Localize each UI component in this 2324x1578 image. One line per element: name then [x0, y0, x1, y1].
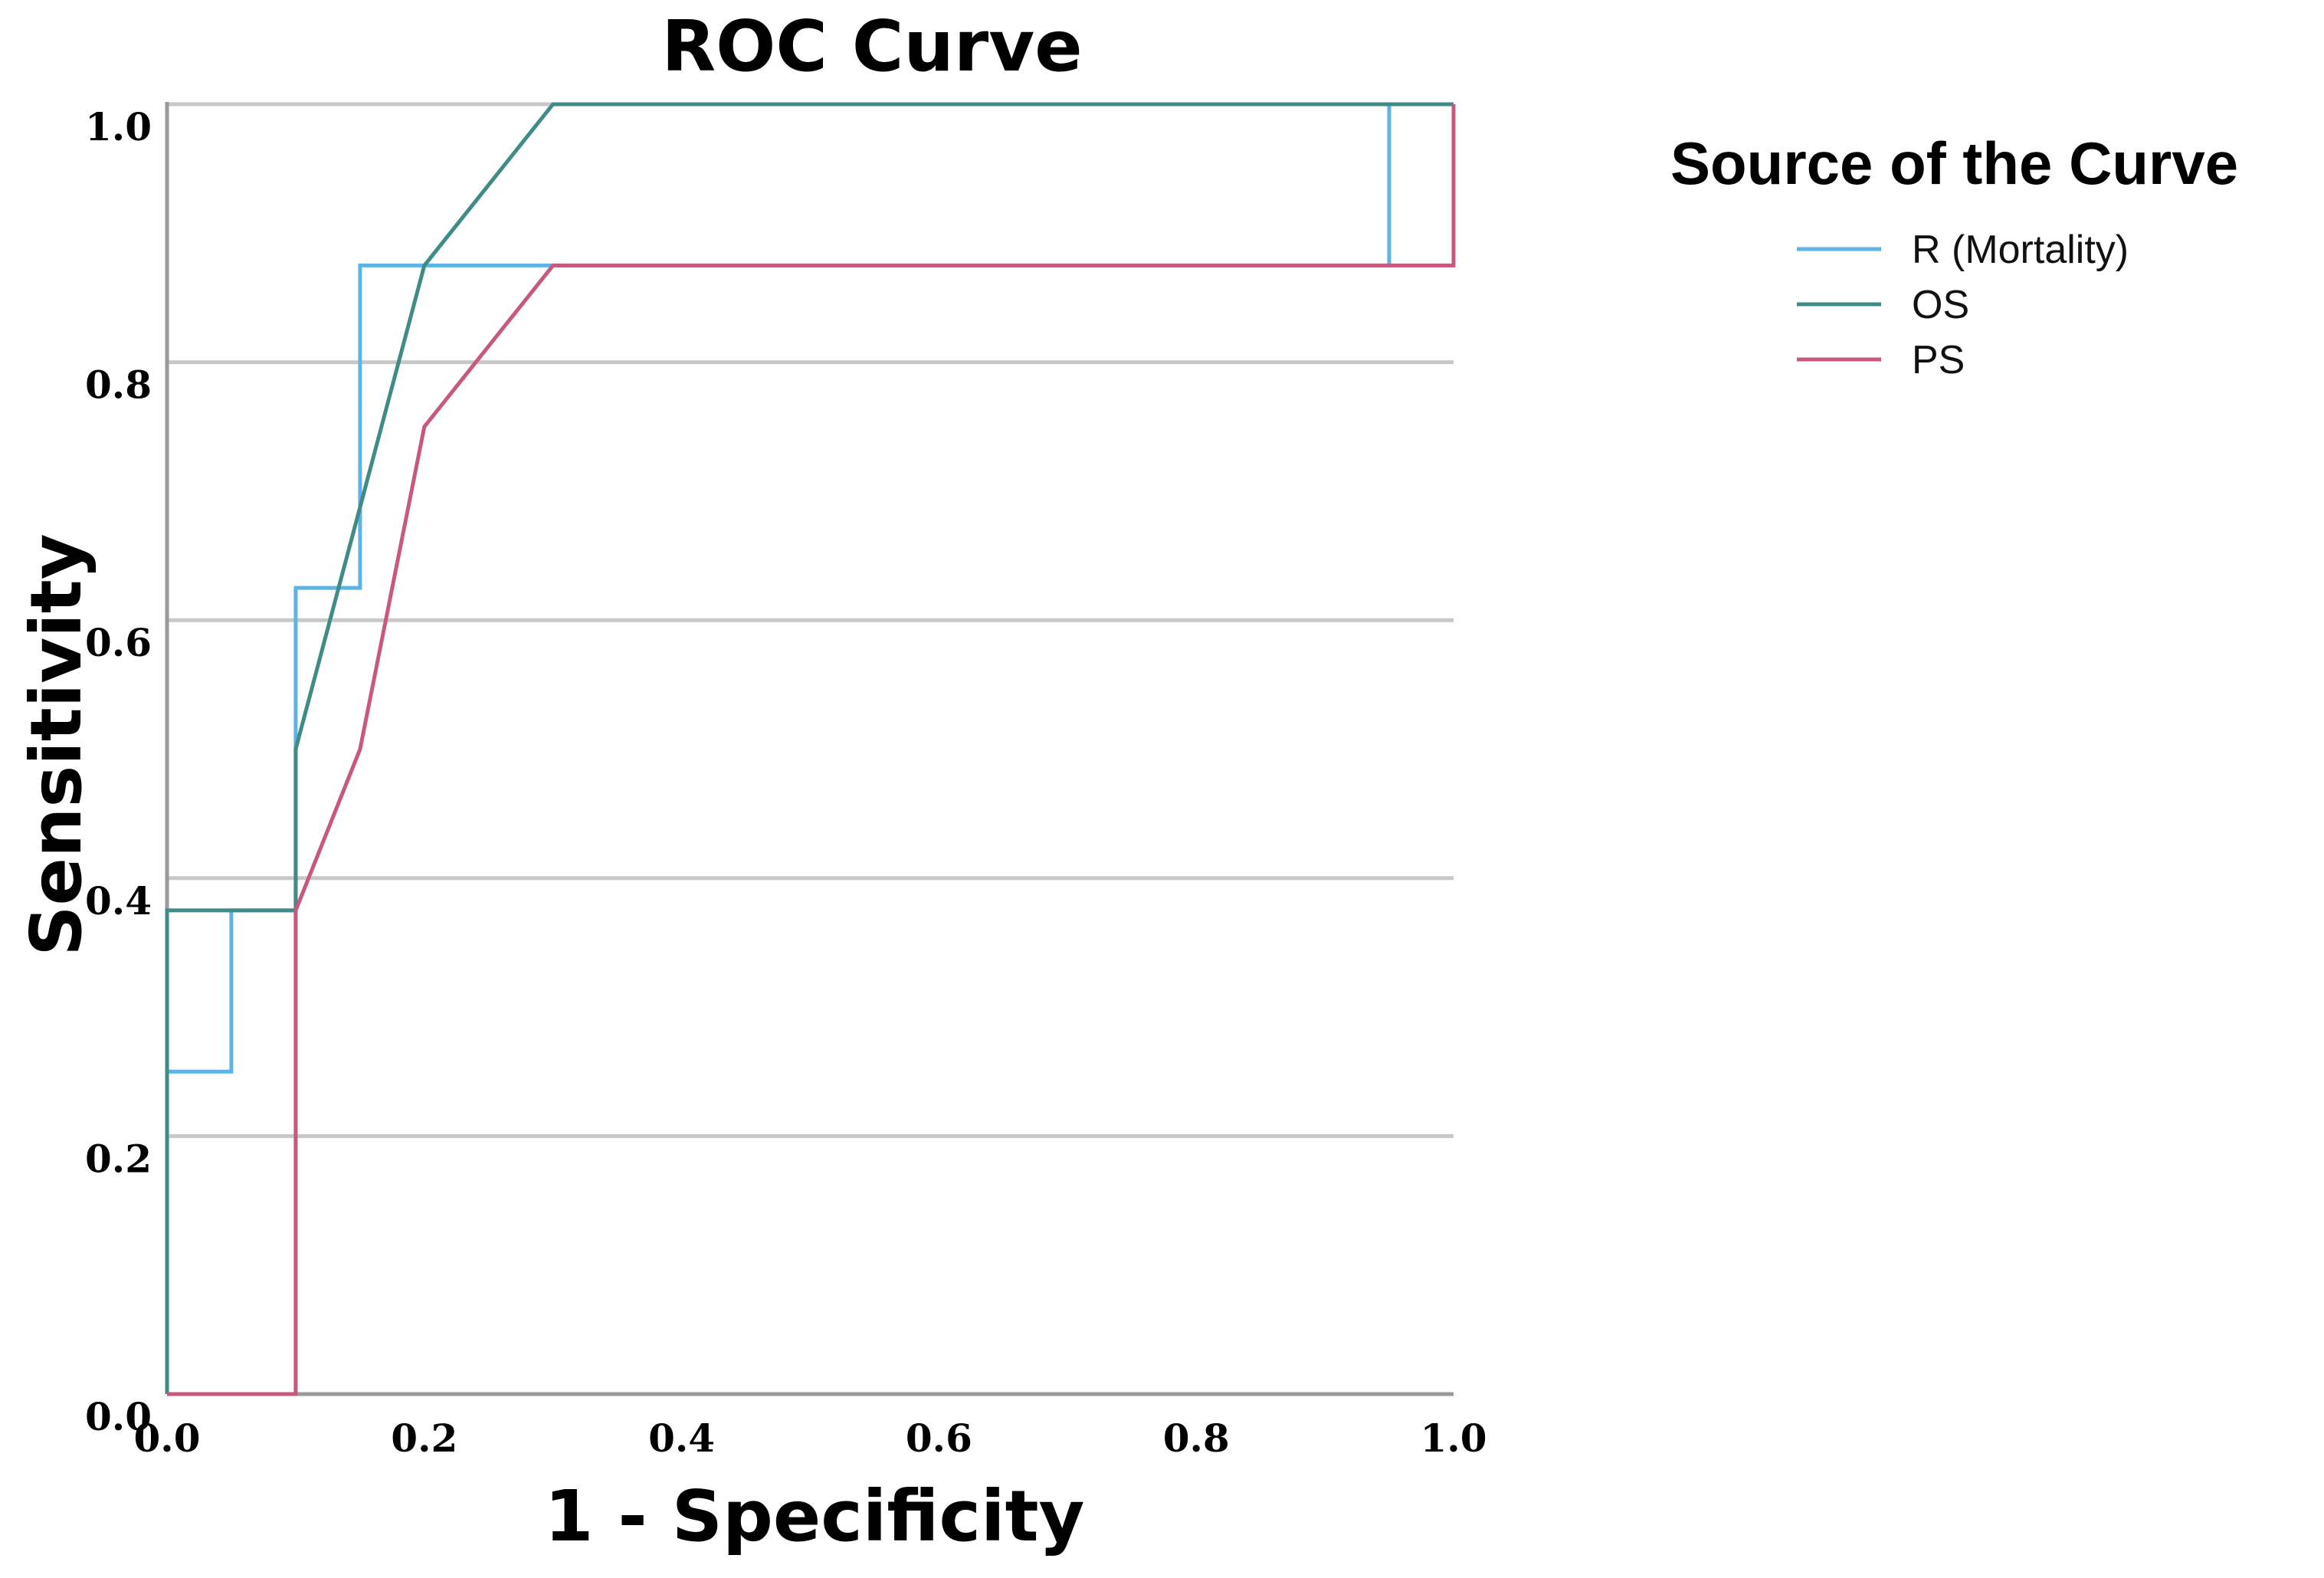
x-tick-label: 0.2: [391, 1416, 457, 1461]
x-tick-label: 0.6: [906, 1416, 972, 1461]
chart-title: ROC Curve: [661, 5, 1082, 87]
y-tick-label: 0.4: [85, 878, 152, 924]
series-lines: [165, 102, 1456, 1396]
grid-lines: [167, 102, 1454, 1138]
legend: Source of the Curve R (Mortality) OS PS: [1670, 130, 2238, 382]
legend-items: R (Mortality) OS PS: [1797, 228, 2129, 382]
y-tick-label: 0.8: [85, 363, 152, 408]
legend-label: OS: [1912, 283, 1969, 327]
x-axis-title: 1 - Specificity: [544, 1475, 1084, 1557]
legend-title: Source of the Curve: [1670, 130, 2238, 197]
y-tick-label: 0.2: [85, 1136, 152, 1181]
y-axis-title: Sensitivity: [15, 533, 97, 956]
y-tick-label: 0.6: [85, 620, 152, 665]
x-tick-label: 1.0: [1421, 1416, 1487, 1461]
legend-label: R (Mortality): [1912, 228, 2129, 272]
series-line-ps: [167, 104, 1456, 1396]
y-tick-label: 1.0: [85, 104, 152, 149]
series-line-r-mortality: [165, 102, 1454, 1394]
legend-label: PS: [1912, 338, 1965, 382]
tick-labels: 0.0 0.2 0.4 0.6 0.8 1.0 0.0 0.2 0.4 0.6 0.8 1.0: [85, 104, 1487, 1461]
x-tick-label: 0.0: [134, 1416, 201, 1461]
series-line-os: [165, 102, 1454, 1394]
x-tick-label: 0.8: [1163, 1416, 1230, 1461]
x-tick-label: 0.4: [648, 1416, 715, 1461]
y-tick-label: 0.0: [85, 1394, 152, 1439]
